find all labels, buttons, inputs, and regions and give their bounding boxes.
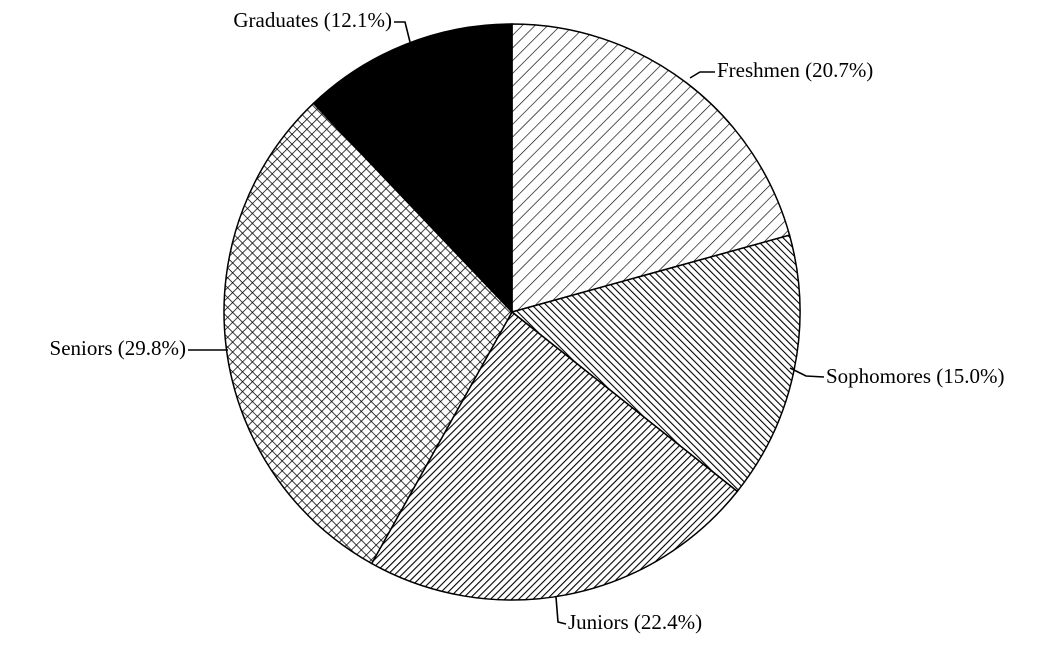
pie-slice xyxy=(370,310,739,601)
pie-slice xyxy=(312,23,513,314)
leader-line xyxy=(789,367,825,378)
slice-label: Graduates (12.1%) xyxy=(233,8,392,32)
leader-line xyxy=(689,71,715,79)
slice-label: Juniors (22.4%) xyxy=(568,610,702,634)
slice-label: Freshmen (20.7%) xyxy=(717,58,873,82)
leader-line xyxy=(394,21,411,43)
pie-slice xyxy=(511,23,791,313)
leader-line xyxy=(555,596,567,625)
pie-slice xyxy=(223,102,513,565)
slice-label: Sophomores (15.0%) xyxy=(826,364,1004,388)
slice-label: Seniors (29.8%) xyxy=(50,336,186,360)
